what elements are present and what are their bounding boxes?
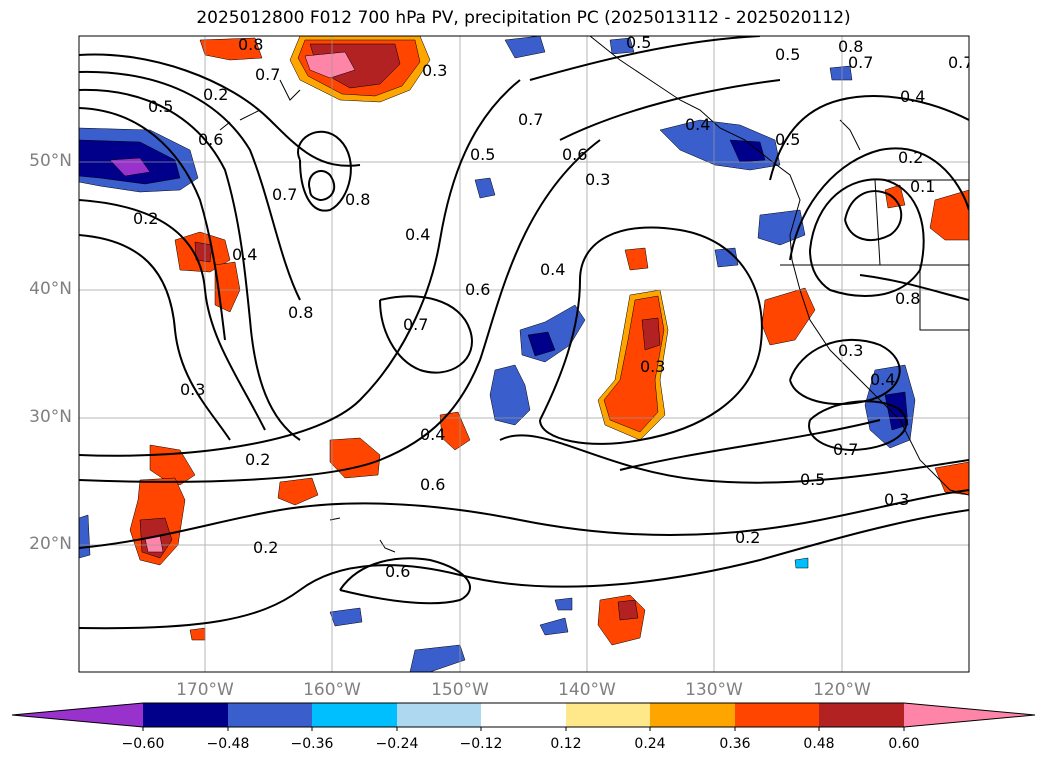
gridlines [79,36,969,672]
colorbar-segment [228,703,312,727]
contour-label: 0.6 [198,130,223,149]
contour-label: 0.1 [910,177,935,196]
chart-title: 2025012800 F012 700 hPa PV, precipitatio… [196,8,851,28]
contour-label: 0.7 [848,53,873,72]
contour-label: 0.2 [245,450,270,469]
contour-label: 0.5 [148,97,173,116]
contour-label: 0.7 [833,440,858,459]
lon-label: 120°W [813,680,871,700]
lon-label: 140°W [558,680,616,700]
lon-label: 150°W [431,680,489,700]
contour-label: 0.8 [345,190,370,209]
contour-label: 0.5 [775,130,800,149]
colorbar-tick-label: 0.36 [719,736,751,752]
contour-label: 0.4 [900,87,925,106]
colorbar-tick-label: −0.12 [459,736,503,752]
colorbar-max-extend [904,703,1035,727]
colorbar-segment [397,703,481,727]
contour-label: 0.7 [255,65,280,84]
colorbar-tick-label: −0.24 [375,736,419,752]
colorbar-segment [312,703,397,727]
contour-label: 0.3 [640,357,665,376]
lat-label: 20°N [29,534,72,554]
colorbar-tick-label: 0.24 [634,736,666,752]
lat-label: 40°N [29,279,72,299]
colorbar-tick-label: 0.12 [550,736,582,752]
contour-label: 0.6 [465,280,490,299]
contour-label: 0.5 [470,145,495,164]
colorbar-segment [566,703,650,727]
colorbar-segment [819,703,904,727]
contour-label: 0.3 [422,61,447,80]
contour-label: 0.3 [585,170,610,189]
contour-label: 0.8 [838,37,863,56]
contour-labels: 0.8 0.7 0.5 0.6 0.3 0.2 0.4 0.7 0.8 0.4 … [133,33,973,581]
contour-label: 0.8 [238,35,263,54]
colorbar-tick-label: −0.48 [206,736,250,752]
contour-label: 0.4 [420,425,445,444]
contour-label: 0.6 [562,145,587,164]
lon-label: 170°W [176,680,234,700]
contour-label: 0.5 [775,45,800,64]
contour-label: 0.2 [735,528,760,547]
contour-label: 0.7 [518,110,543,129]
colorbar-segment [650,703,735,727]
contour-label: 0.4 [540,260,565,279]
contour-label: 0.8 [288,303,313,322]
colorbar-tick-label: 0.48 [803,736,835,752]
contour-label: 0.6 [385,562,410,581]
colorbar-segment [481,703,566,727]
contour-label: 0.4 [870,370,895,389]
colorbar-tick-label: −0.60 [121,736,165,752]
contour-label: 0.2 [203,85,228,104]
colorbar-segment [143,703,228,727]
contour-label: 0.4 [685,115,710,134]
contour-label: 0.2 [133,209,158,228]
lat-label: 50°N [29,151,72,171]
lat-label: 30°N [29,407,72,427]
colorbar [11,702,1036,731]
contour-label: 0.7 [403,315,428,334]
contour-label: 0.5 [626,33,651,52]
contour-label: 0.2 [898,148,923,167]
contour-label: 0.7 [272,185,297,204]
contour-label: 0.3 [838,341,863,360]
contour-label: 0.2 [253,538,278,557]
contour-label: 0.7 [948,53,973,72]
contour-label: 0.4 [405,225,430,244]
contour-label: 0.8 [895,289,920,308]
map-frame [78,35,970,673]
contour-label: 0.4 [232,245,257,264]
colorbar-tick-label: 0.60 [888,736,920,752]
contour-label: 0.5 [800,470,825,489]
contour-label: 0.3 [180,380,205,399]
colorbar-segment [735,703,819,727]
pv-contours [79,36,969,630]
contour-label: 0.6 [420,475,445,494]
lon-label: 130°W [685,680,743,700]
colorbar-min-extend [12,703,143,727]
contour-label: 0.3 [884,490,909,509]
colorbar-tick-label: −0.36 [290,736,334,752]
lon-label: 160°W [303,680,361,700]
